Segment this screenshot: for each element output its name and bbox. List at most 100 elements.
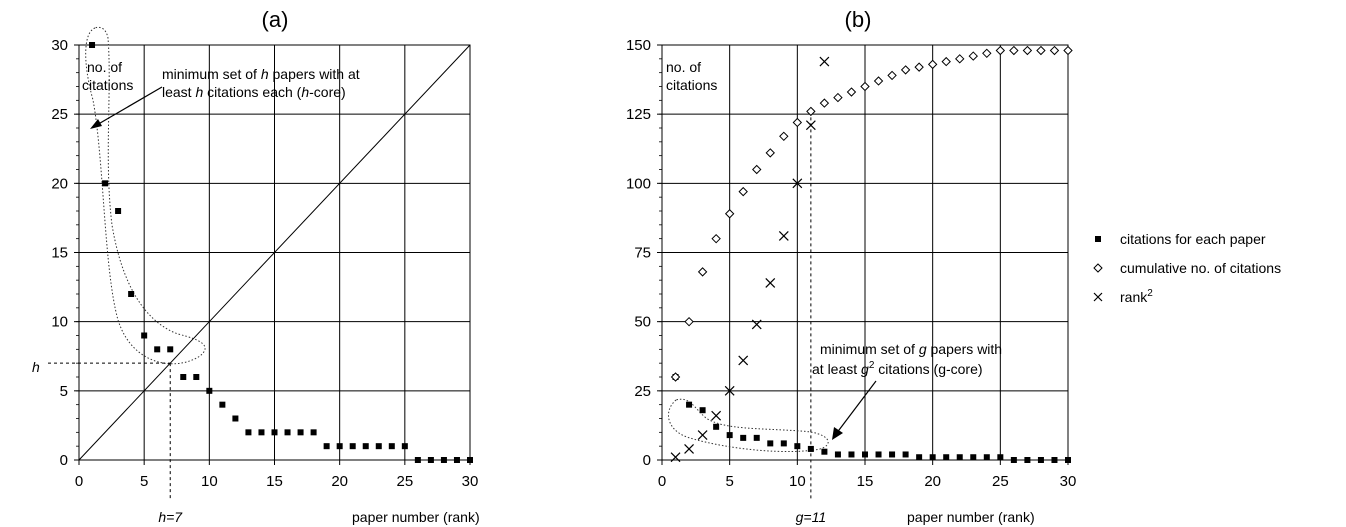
y-tick-label: 25 [51, 106, 68, 123]
rank-squared-point [670, 452, 681, 463]
cumulative-point [982, 48, 992, 59]
y-tick-label: 50 [634, 314, 651, 331]
panel-b-marks [670, 45, 1073, 463]
citation-point [323, 443, 330, 450]
citation-point [848, 451, 855, 458]
cumulative-point [833, 92, 843, 103]
diagonal-reference-line [78, 44, 471, 461]
citation-point [388, 443, 395, 450]
x-tick-label: 5 [725, 473, 733, 490]
rank-squared-point [805, 120, 816, 131]
citation-point [258, 429, 265, 436]
legend-item-cumulative: cumulative no. of citations [1093, 260, 1281, 276]
x-tick-label: 15 [857, 473, 874, 490]
cumulative-point [1009, 45, 1019, 56]
citation-point [232, 415, 239, 422]
cumulative-point [887, 70, 897, 81]
citation-point [284, 429, 291, 436]
panel-a-ylabel-line1: no. of [87, 59, 122, 75]
legend-item-rank-squared: rank2 [1093, 288, 1153, 305]
y-tick-label: 125 [626, 106, 651, 123]
rank-squared-point [697, 430, 708, 441]
citation-point [401, 443, 408, 450]
citation-point [271, 429, 278, 436]
y-tick-label: 150 [626, 37, 651, 54]
panel-a-ylabel-line2: citations [82, 77, 133, 93]
panel-b-core-annotation-line2: at least g2 citations (g-core) [812, 360, 983, 377]
citation-point [902, 451, 909, 458]
cumulative-point [711, 233, 721, 244]
panel-a-xlabel: paper number (rank) [352, 509, 480, 525]
cumulative-point [670, 372, 681, 382]
cumulative-point [927, 59, 938, 70]
legend-label-cumulative: cumulative no. of citations [1120, 260, 1281, 276]
panel-b-plot-frame [661, 44, 1069, 461]
cumulative-point [765, 148, 775, 158]
citation-point [699, 407, 706, 414]
cumulative-point [697, 267, 708, 277]
rank-squared-point [819, 56, 830, 67]
citation-point [929, 454, 936, 461]
panel-a-core-annotation-line1: minimum set of h papers with at [162, 66, 360, 82]
y-tick-label: 20 [51, 175, 68, 192]
y-tick-label: 0 [643, 452, 651, 469]
cumulative-point [914, 62, 924, 72]
cumulative-point [860, 81, 870, 92]
y-tick-label: 0 [60, 452, 68, 469]
x-tick-label: 25 [992, 473, 1009, 490]
panel-a-h-value-label: h=7 [158, 509, 183, 525]
citation-point [206, 387, 213, 394]
rank-squared-point [792, 178, 803, 189]
citation-point [467, 457, 473, 463]
cumulative-point [792, 117, 803, 128]
citation-point [89, 42, 96, 48]
citation-point [740, 434, 747, 441]
rank-squared-point [684, 444, 694, 454]
citation-point [753, 434, 760, 441]
citation-point [427, 457, 434, 463]
x-tick-label: 20 [331, 473, 348, 490]
citation-point [141, 332, 148, 339]
y-tick-label: 25 [634, 383, 651, 400]
cumulative-point [684, 316, 694, 327]
cumulative-point [1049, 45, 1060, 56]
rank-squared-point [778, 230, 789, 241]
cumulative-point [1063, 45, 1073, 56]
x-tick-label: 25 [396, 473, 413, 490]
panel-b-core-annotation-line1: minimum set of g papers with [820, 341, 1002, 357]
x-tick-label: 10 [201, 473, 218, 490]
cumulative-point [752, 164, 762, 175]
citation-point [297, 429, 304, 436]
citation-point [686, 401, 693, 408]
citation-point [193, 374, 200, 380]
panel-a-annotation-arrow [94, 86, 163, 127]
citation-point [997, 454, 1004, 461]
x-tick-label: 5 [140, 473, 148, 490]
panel-b-ticks: 0 5 10 15 20 25 30 0 25 50 75 100 125 150 [626, 37, 1076, 490]
cumulative-point [819, 98, 830, 108]
citation-point [336, 443, 343, 450]
cumulative-point [900, 65, 911, 75]
citation-point [128, 291, 135, 297]
citation-point [1065, 457, 1071, 463]
citation-point [807, 445, 814, 452]
citation-point [834, 451, 841, 458]
cumulative-point [806, 106, 816, 117]
cumulative-point [1036, 45, 1046, 56]
citation-point [1024, 457, 1031, 463]
panel-b-grid [662, 45, 1068, 460]
citation-point [1037, 457, 1044, 463]
x-tick-label: 15 [266, 473, 283, 490]
citation-point [767, 440, 774, 447]
citation-point [875, 451, 882, 458]
cumulative-point [941, 56, 951, 67]
x-tick-label: 0 [658, 473, 666, 490]
legend-marker-open-diamond [1093, 263, 1103, 273]
panel-b-title: (b) [845, 7, 872, 32]
citation-point [794, 443, 801, 450]
panel-a-h-axis-label: h [32, 359, 40, 375]
citation-point [453, 457, 460, 463]
x-tick-label: 0 [75, 473, 83, 490]
citation-point [1010, 457, 1017, 463]
